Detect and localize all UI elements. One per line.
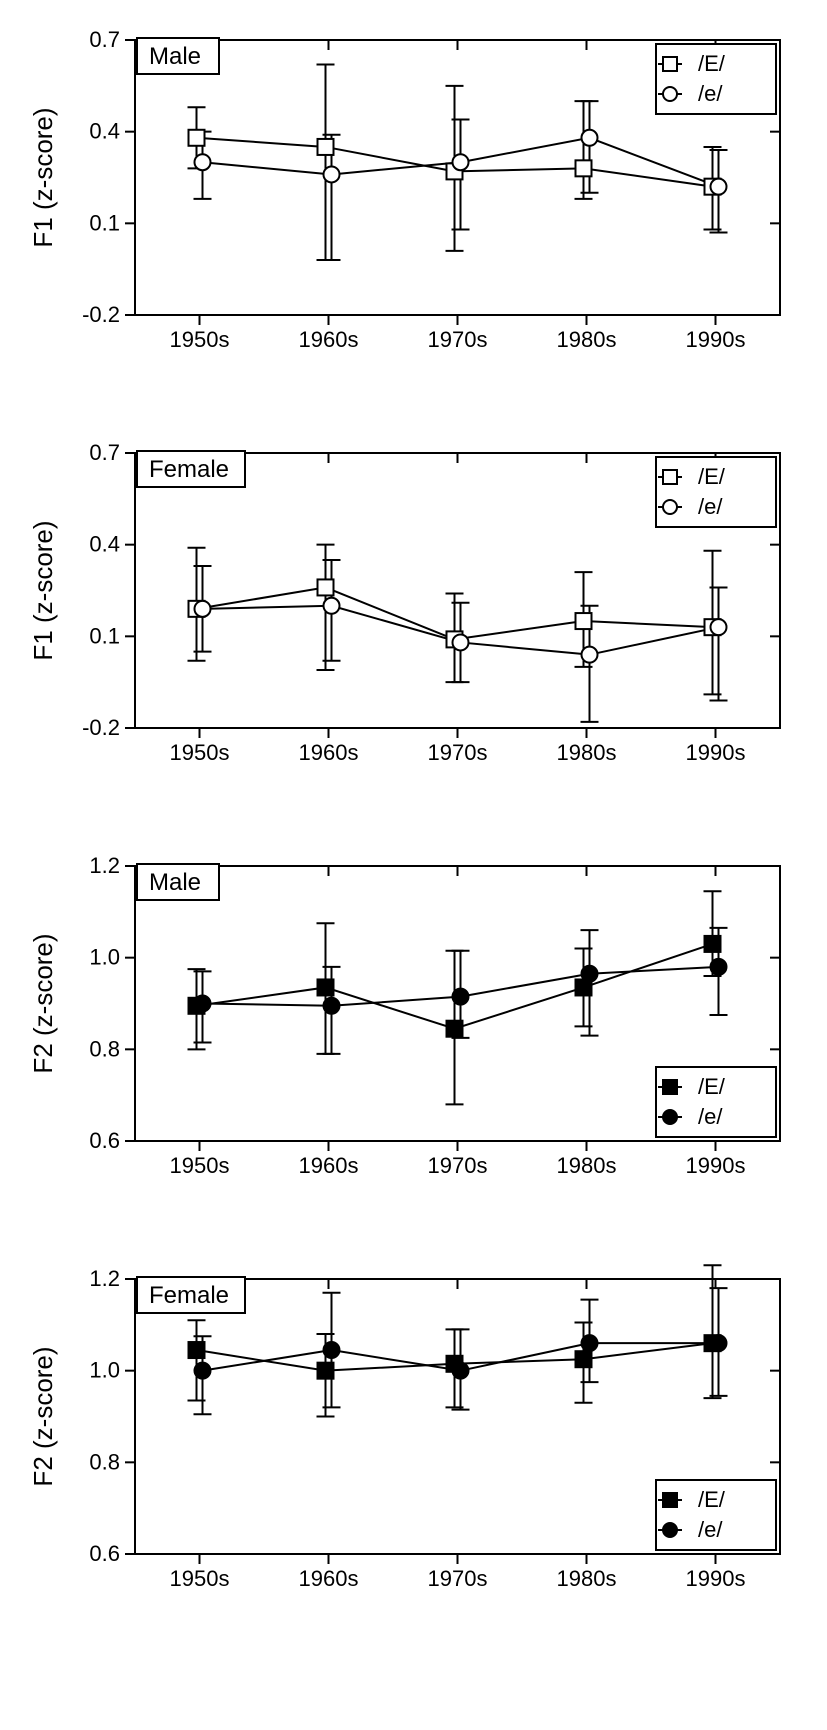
chart-panel: 0.6 0.8 1.0 1.2 1950s 1960s 1970s 1980s 1990s F2 … — [20, 1259, 807, 1624]
y-tick-label: 0.8 — [89, 1449, 120, 1474]
chart-svg: 0.6 0.8 1.0 1.2 1950s 1960s 1970s 1980s 1990s F2 … — [20, 1259, 807, 1624]
y-axis-label: F1 (z-score) — [28, 520, 58, 660]
legend-label: /E/ — [698, 464, 726, 489]
x-tick-label: 1970s — [428, 1566, 488, 1591]
y-tick-label: 1.0 — [89, 1358, 120, 1383]
x-tick-label: 1970s — [428, 327, 488, 352]
legend-label: /e/ — [698, 81, 723, 106]
y-tick-label: 0.1 — [89, 210, 120, 235]
panel-title: Male — [149, 869, 201, 896]
panel-title: Female — [149, 1282, 229, 1309]
x-tick-label: 1990s — [686, 1153, 746, 1178]
y-tick-label: 0.7 — [89, 440, 120, 465]
legend-label: /e/ — [698, 1517, 723, 1542]
y-tick-label: 1.2 — [89, 1266, 120, 1291]
x-tick-label: 1980s — [557, 1566, 617, 1591]
x-tick-label: 1980s — [557, 740, 617, 765]
chart-svg: -0.2 0.1 0.4 0.7 1950s 1960s 1970s 1980s 1990s F1… — [20, 20, 807, 385]
y-tick-label: 0.6 — [89, 1128, 120, 1153]
legend-label: /E/ — [698, 51, 726, 76]
panel-title: Female — [149, 456, 229, 483]
chart-panel: -0.2 0.1 0.4 0.7 1950s 1960s 1970s 1980s 1990s F1… — [20, 433, 807, 798]
y-axis-label: F1 (z-score) — [28, 107, 58, 247]
x-tick-label: 1990s — [686, 740, 746, 765]
x-tick-label: 1970s — [428, 1153, 488, 1178]
x-tick-label: 1990s — [686, 327, 746, 352]
x-tick-label: 1960s — [299, 1566, 359, 1591]
x-tick-label: 1970s — [428, 740, 488, 765]
y-tick-label: 0.4 — [89, 119, 120, 144]
y-tick-label: -0.2 — [82, 715, 120, 740]
y-tick-label: 0.8 — [89, 1036, 120, 1061]
y-tick-label: 0.7 — [89, 27, 120, 52]
chart-svg: 0.6 0.8 1.0 1.2 1950s 1960s 1970s 1980s 1990s F2 … — [20, 846, 807, 1211]
x-tick-label: 1980s — [557, 327, 617, 352]
x-tick-label: 1950s — [170, 1566, 230, 1591]
chart-panel: 0.6 0.8 1.0 1.2 1950s 1960s 1970s 1980s 1990s F2 … — [20, 846, 807, 1211]
y-tick-label: 1.0 — [89, 945, 120, 970]
x-tick-label: 1950s — [170, 1153, 230, 1178]
chart-root: -0.2 0.1 0.4 0.7 1950s 1960s 1970s 1980s 1990s F1… — [20, 20, 807, 1624]
y-axis-label: F2 (z-score) — [28, 1346, 58, 1486]
legend-label: /e/ — [698, 494, 723, 519]
y-tick-label: 0.6 — [89, 1541, 120, 1566]
x-tick-label: 1980s — [557, 1153, 617, 1178]
panel-title: Male — [149, 43, 201, 70]
x-tick-label: 1950s — [170, 740, 230, 765]
y-tick-label: 0.4 — [89, 532, 120, 557]
x-tick-label: 1950s — [170, 327, 230, 352]
x-tick-label: 1960s — [299, 327, 359, 352]
y-tick-label: 0.1 — [89, 623, 120, 648]
chart-svg: -0.2 0.1 0.4 0.7 1950s 1960s 1970s 1980s 1990s F1… — [20, 433, 807, 798]
x-tick-label: 1960s — [299, 740, 359, 765]
legend-label: /E/ — [698, 1074, 726, 1099]
legend-label: /e/ — [698, 1104, 723, 1129]
chart-panel: -0.2 0.1 0.4 0.7 1950s 1960s 1970s 1980s 1990s F1… — [20, 20, 807, 385]
y-axis-label: F2 (z-score) — [28, 933, 58, 1073]
y-tick-label: 1.2 — [89, 853, 120, 878]
x-tick-label: 1990s — [686, 1566, 746, 1591]
x-tick-label: 1960s — [299, 1153, 359, 1178]
y-tick-label: -0.2 — [82, 302, 120, 327]
legend-label: /E/ — [698, 1487, 726, 1512]
